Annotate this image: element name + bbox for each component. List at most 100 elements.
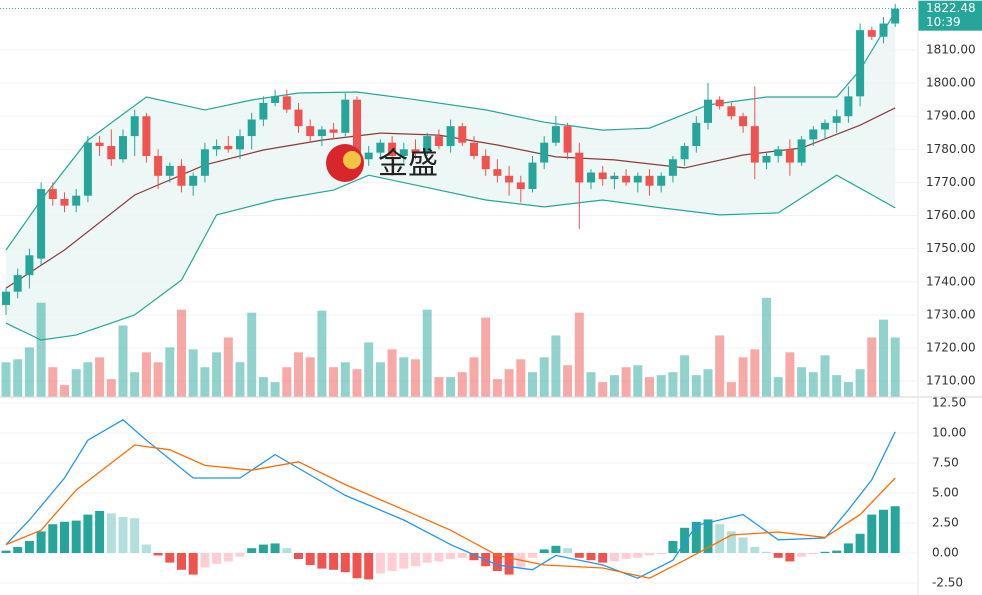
y-tick-label: 1740.00 bbox=[926, 274, 976, 288]
volume-bar bbox=[645, 377, 654, 397]
histogram-bar bbox=[106, 513, 116, 553]
candle-body bbox=[434, 136, 443, 147]
candle-body bbox=[13, 275, 22, 292]
last-price-label: 1822.48 bbox=[926, 1, 976, 15]
histogram-bar bbox=[492, 553, 502, 571]
candle-body bbox=[411, 149, 420, 153]
candle-body bbox=[353, 99, 361, 160]
volume-bar bbox=[387, 349, 397, 397]
volume-bar bbox=[715, 335, 725, 397]
candle-body bbox=[399, 149, 408, 156]
volume-bar bbox=[446, 377, 456, 397]
volume-bar bbox=[340, 362, 350, 397]
candle-body bbox=[154, 155, 163, 176]
candle-body bbox=[505, 175, 514, 183]
histogram-bar bbox=[317, 553, 327, 569]
y-tick-label: 2.50 bbox=[932, 516, 959, 530]
histogram-bar bbox=[890, 506, 900, 553]
candle-body bbox=[259, 102, 268, 120]
histogram-bar bbox=[258, 544, 268, 553]
watermark: 金盛 bbox=[326, 144, 438, 182]
volume-bar bbox=[235, 362, 245, 397]
candle-body bbox=[762, 155, 771, 163]
volume-bar bbox=[773, 377, 783, 397]
histogram-bar bbox=[13, 547, 23, 553]
histogram-bar bbox=[118, 517, 128, 553]
histogram-bar bbox=[411, 553, 420, 567]
candle-body bbox=[271, 96, 280, 103]
histogram-bar bbox=[434, 553, 444, 562]
histogram-bar bbox=[726, 531, 736, 553]
candle-body bbox=[739, 116, 748, 127]
candle-body bbox=[130, 116, 139, 137]
volume-bar bbox=[36, 302, 46, 397]
volume-bar bbox=[598, 382, 608, 397]
volume-bar bbox=[106, 379, 116, 397]
candle-body bbox=[516, 182, 525, 190]
candle-body bbox=[37, 189, 46, 259]
candle-body bbox=[750, 126, 759, 163]
histogram-bar bbox=[621, 553, 631, 559]
candle-body bbox=[95, 142, 104, 147]
volume-bar bbox=[223, 337, 233, 397]
candle-body bbox=[645, 175, 654, 186]
histogram-bar bbox=[375, 553, 385, 574]
candle-body bbox=[48, 189, 57, 199]
volume-bar bbox=[364, 342, 374, 397]
volume-bar bbox=[691, 375, 701, 397]
candle-body bbox=[551, 126, 560, 143]
histogram-bar bbox=[656, 553, 666, 555]
candle-body bbox=[493, 169, 502, 176]
volume-bar bbox=[469, 357, 479, 397]
volume-bar bbox=[317, 310, 327, 397]
volume-bar bbox=[492, 379, 502, 397]
histogram-bar bbox=[340, 553, 350, 573]
histogram-bar bbox=[294, 553, 303, 559]
candle-body bbox=[774, 149, 783, 156]
candle-body bbox=[879, 23, 888, 37]
volume-bar bbox=[586, 372, 596, 397]
histogram-bar bbox=[247, 548, 257, 553]
histogram-bar bbox=[1, 550, 11, 553]
candle-body bbox=[633, 175, 642, 183]
y-tick-label: 1790.00 bbox=[926, 109, 976, 123]
histogram-bar bbox=[750, 547, 760, 553]
volume-bar bbox=[258, 377, 268, 397]
volume-bar bbox=[1, 362, 11, 397]
candle-body bbox=[446, 126, 455, 147]
volume-bar bbox=[738, 357, 748, 397]
candle-body bbox=[119, 136, 127, 160]
volume-bar bbox=[13, 359, 23, 397]
candle-body bbox=[563, 126, 572, 153]
histogram-bar bbox=[668, 541, 678, 553]
volume-bar bbox=[762, 297, 771, 397]
volume-bar bbox=[294, 352, 303, 397]
histogram-bar bbox=[574, 553, 584, 558]
histogram-bar bbox=[551, 545, 561, 553]
volume-bar bbox=[656, 375, 666, 397]
histogram-bar bbox=[235, 553, 245, 557]
volume-bar bbox=[680, 355, 690, 397]
volume-bar bbox=[890, 337, 900, 397]
candle-body bbox=[2, 291, 10, 305]
y-tick-label: 1720.00 bbox=[926, 340, 976, 354]
volume-bar bbox=[399, 357, 409, 397]
candle-body bbox=[575, 152, 584, 183]
y-tick-label: 1780.00 bbox=[926, 142, 976, 156]
volume-bar bbox=[843, 382, 853, 397]
histogram-bar bbox=[422, 553, 432, 563]
histogram-bar bbox=[177, 553, 186, 570]
volume-bar bbox=[668, 372, 678, 397]
histogram-bar bbox=[633, 553, 643, 558]
volume-bar bbox=[574, 312, 584, 397]
histogram-bar bbox=[715, 524, 725, 553]
volume-bar bbox=[539, 357, 549, 397]
y-tick-label: 1730.00 bbox=[926, 307, 976, 321]
candle-body bbox=[423, 136, 432, 153]
candle-body bbox=[200, 149, 209, 176]
volume-bar bbox=[609, 375, 619, 397]
histogram-bar bbox=[504, 553, 514, 575]
volume-bar bbox=[422, 309, 432, 397]
volume-bar bbox=[24, 347, 34, 397]
histogram-bar bbox=[352, 553, 362, 579]
